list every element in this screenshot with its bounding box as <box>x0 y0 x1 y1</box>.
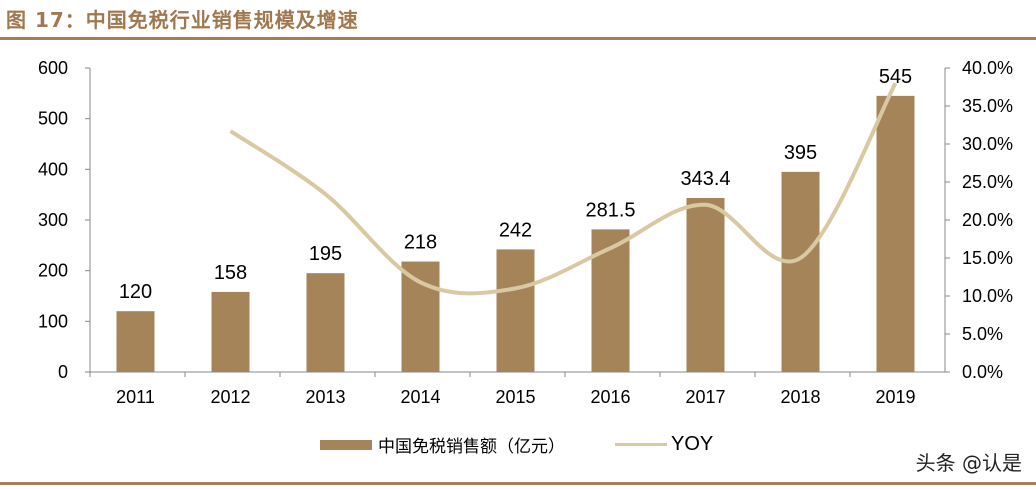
bar-data-label: 281.5 <box>585 199 635 221</box>
x-tick-label: 2014 <box>400 387 440 407</box>
right-tick-label: 5.0% <box>962 324 1003 344</box>
right-tick-label: 40.0% <box>962 58 1013 78</box>
bar-2012 <box>211 291 250 372</box>
right-tick-label: 35.0% <box>962 96 1013 116</box>
bar-2017 <box>686 198 725 372</box>
right-tick-label: 15.0% <box>962 248 1013 268</box>
legend-label-yoy: YOY <box>671 433 714 455</box>
left-tick-label: 500 <box>38 109 68 129</box>
watermark: 头条 @认是 <box>915 451 1022 475</box>
bar-2016 <box>591 229 630 372</box>
bar-2019 <box>876 95 915 372</box>
right-tick-label: 25.0% <box>962 172 1013 192</box>
bar-data-label: 395 <box>784 142 817 164</box>
bar-2013 <box>306 273 345 372</box>
left-tick-label: 400 <box>38 159 68 179</box>
x-tick-label: 2019 <box>875 387 915 407</box>
bar-2014 <box>401 261 440 372</box>
bar-data-label: 242 <box>499 219 532 241</box>
bar-2018 <box>781 171 820 372</box>
left-tick-label: 0 <box>58 362 68 382</box>
right-tick-label: 0.0% <box>962 362 1003 382</box>
x-tick-label: 2018 <box>780 387 820 407</box>
x-tick-label: 2012 <box>210 387 250 407</box>
bar-2015 <box>496 249 535 372</box>
legend-swatch-line <box>615 443 667 446</box>
x-tick-label: 2016 <box>590 387 630 407</box>
legend: 中国免税销售额（亿元） YOY <box>320 432 713 457</box>
bar-data-label: 545 <box>879 66 912 88</box>
x-tick-label: 2011 <box>116 387 155 407</box>
bar-data-label: 195 <box>309 243 342 265</box>
bar-2011 <box>116 311 155 372</box>
bar-data-label: 120 <box>119 281 152 303</box>
bar-data-label: 218 <box>404 232 437 254</box>
legend-swatch-bar <box>320 439 372 450</box>
bottom-divider <box>0 482 1036 485</box>
x-tick-label: 2013 <box>305 387 345 407</box>
legend-label-sales: 中国免税销售额（亿元） <box>378 437 565 457</box>
title-divider <box>0 37 1036 40</box>
x-tick-label: 2017 <box>685 387 725 407</box>
right-tick-label: 20.0% <box>962 210 1013 230</box>
right-tick-label: 30.0% <box>962 134 1013 154</box>
left-tick-label: 100 <box>38 311 68 331</box>
x-tick-label: 2015 <box>495 387 535 407</box>
figure-title: 图 17：中国免税行业销售规模及增速 <box>6 8 359 32</box>
left-tick-label: 300 <box>38 210 68 230</box>
left-tick-label: 600 <box>38 58 68 78</box>
bar-data-label: 158 <box>214 262 247 284</box>
right-tick-label: 10.0% <box>962 286 1013 306</box>
left-tick-label: 200 <box>38 261 68 281</box>
bar-data-label: 343.4 <box>680 168 730 190</box>
